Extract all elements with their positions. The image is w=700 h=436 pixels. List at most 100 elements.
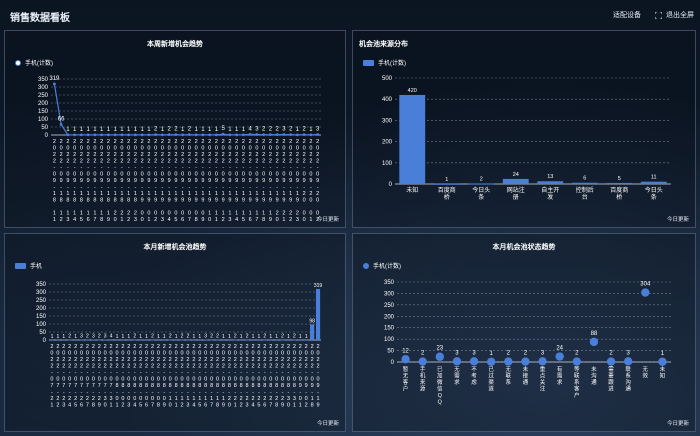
x-tick-char: 2	[120, 211, 123, 217]
x-tick-char: 2	[68, 357, 71, 363]
x-tick-char: 2	[104, 357, 107, 363]
x-tick-char: 0	[120, 172, 123, 178]
x-tick-char: -	[51, 390, 53, 396]
x-tick-char: 2	[275, 364, 278, 370]
x-tick-char: 0	[234, 351, 237, 357]
x-tick-char: 1	[181, 191, 184, 197]
x-tick-char: 1	[134, 191, 137, 197]
x-tick-char: 1	[120, 217, 123, 223]
legend[interactable]: 手机	[15, 261, 42, 270]
x-tick-char: 0	[168, 211, 171, 217]
x-tick-char: -	[121, 185, 123, 191]
exit-fullscreen-button[interactable]: 退出全屏	[655, 10, 694, 20]
x-tick-char: 7	[68, 383, 71, 389]
x-tick-char: 2	[53, 139, 56, 145]
x-tick-char: 0	[222, 377, 225, 383]
x-tick-char: 2	[134, 152, 137, 158]
x-tick-char: -	[211, 390, 213, 396]
x-tick-char: 进	[608, 385, 614, 393]
bar	[292, 339, 297, 341]
x-tick-char: 4	[68, 403, 71, 409]
x-tick-char: 已	[488, 366, 494, 373]
x-tick-char: 2	[68, 396, 71, 402]
x-tick-char: 0	[80, 351, 83, 357]
x-tick-char: 9	[114, 178, 117, 184]
x-tick-char: 2	[163, 364, 166, 370]
x-tick-char: 2	[74, 396, 77, 402]
x-tick-char: 7	[80, 383, 83, 389]
data-label: 2	[293, 334, 296, 340]
x-tick-char: -	[269, 165, 271, 171]
x-tick-char: 0	[115, 377, 118, 383]
x-tick-label: 网站注	[507, 186, 525, 194]
x-tick-char: -	[128, 390, 130, 396]
x-tick-char: 2	[181, 403, 184, 409]
x-tick-char: 0	[133, 396, 136, 402]
x-tick-char: 9	[222, 198, 225, 204]
x-tick-char: 0	[98, 351, 101, 357]
x-tick-char: 8	[198, 383, 201, 389]
x-tick-char: 2	[222, 152, 225, 158]
y-tick-label: 150	[38, 109, 49, 115]
x-tick-char: 2	[188, 139, 191, 145]
x-tick-char: 8	[169, 383, 172, 389]
x-tick-char: 2	[263, 396, 266, 402]
x-tick-char: 2	[204, 364, 207, 370]
x-tick-char: 8	[210, 383, 213, 389]
x-tick-char: 0	[92, 351, 95, 357]
data-label: 2	[98, 334, 101, 340]
x-tick-char: 0	[249, 146, 252, 152]
adapt-device-button[interactable]: 适配设备	[613, 12, 641, 19]
x-tick-char: 0	[66, 146, 69, 152]
data-point	[435, 352, 445, 361]
legend[interactable]: 手机(计数)	[15, 58, 53, 67]
x-tick-char: 0	[74, 351, 77, 357]
y-tick-label: 150	[384, 326, 395, 332]
x-tick-char: 2	[168, 159, 171, 165]
x-tick-char: 2	[262, 159, 265, 165]
x-tick-char: 微	[437, 378, 443, 386]
x-tick-char: 0	[100, 146, 103, 152]
x-tick-char: -	[246, 370, 248, 376]
x-tick-char: 2	[262, 152, 265, 158]
legend[interactable]: 手机(计数)	[363, 58, 406, 67]
x-tick-char: 9	[242, 198, 245, 204]
x-tick-char: 2	[188, 152, 191, 158]
x-tick-char: -	[293, 390, 295, 396]
x-tick-char: 2	[145, 344, 148, 350]
data-point	[52, 82, 56, 86]
x-tick-char: 0	[276, 217, 279, 223]
x-tick-char: 2	[60, 139, 63, 145]
data-label: 1	[305, 334, 308, 340]
x-tick-char: 0	[141, 146, 144, 152]
x-tick-label: 桥	[444, 193, 450, 201]
data-label: 12	[402, 348, 409, 354]
x-tick-char: 0	[80, 377, 83, 383]
bar	[191, 339, 196, 341]
x-tick-char: -	[168, 165, 170, 171]
x-tick-char: 2	[66, 152, 69, 158]
x-tick-char: 2	[305, 357, 308, 363]
x-tick-char: -	[152, 390, 154, 396]
x-tick-char: 0	[141, 217, 144, 223]
bar	[114, 339, 120, 341]
bar	[132, 339, 137, 341]
x-tick-char: 2	[192, 344, 195, 350]
x-tick-char: 0	[216, 377, 219, 383]
x-tick-char: 8	[275, 403, 278, 409]
x-tick-char: 3	[127, 403, 130, 409]
x-tick-char: 2	[114, 139, 117, 145]
x-tick-char: 0	[134, 172, 137, 178]
x-tick-char: -	[205, 370, 207, 376]
x-tick-char: -	[240, 390, 242, 396]
x-tick-char: 2	[98, 364, 101, 370]
x-tick-char: 机	[420, 372, 426, 380]
x-tick-char: -	[305, 370, 307, 376]
update-note: 今日更新	[316, 421, 339, 427]
x-tick-char: 1	[110, 403, 113, 409]
data-label: 4	[248, 126, 252, 132]
legend[interactable]: 手机(计数)	[363, 261, 401, 270]
data-label: 2	[181, 334, 184, 340]
x-tick-char: 2	[215, 159, 218, 165]
x-tick-char: 9	[276, 178, 279, 184]
